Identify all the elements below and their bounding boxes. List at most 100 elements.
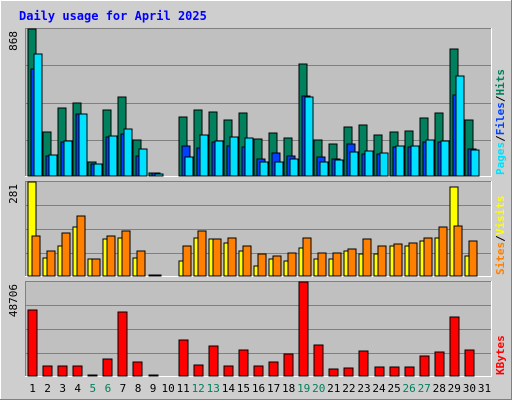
bar-pages-day-24: [379, 152, 389, 177]
bar-kbytes-day-14: [223, 365, 234, 377]
x-tick-label-26: 26: [402, 382, 415, 395]
x-tick-label-17: 17: [267, 382, 280, 395]
bar-sites-day-2: [46, 250, 56, 277]
bar-pages-day-16: [259, 161, 269, 177]
x-tick-label-22: 22: [342, 382, 355, 395]
bar-sites-day-4: [76, 215, 86, 277]
bar-kbytes-day-26: [404, 366, 415, 377]
right-legend-hits-files-pages: Pages/Files/Hits: [494, 69, 507, 175]
x-tick-label-25: 25: [387, 382, 400, 395]
bar-kbytes-day-17: [268, 361, 279, 377]
bar-pages-day-28: [440, 140, 450, 177]
x-tick-label-6: 6: [105, 382, 112, 395]
bar-kbytes-day-28: [434, 351, 445, 377]
bar-pages-day-27: [425, 139, 435, 177]
x-tick-label-16: 16: [252, 382, 265, 395]
bar-sites-day-23: [362, 238, 372, 277]
bar-pages-day-15: [244, 137, 254, 177]
x-tick-label-21: 21: [327, 382, 340, 395]
bar-pages-day-6: [108, 135, 118, 177]
bar-sites-day-11: [182, 245, 192, 277]
bar-pages-day-19: [304, 96, 314, 177]
bar-sites-day-8: [136, 250, 146, 277]
bar-kbytes-day-5: [87, 374, 98, 377]
bar-sites-day-18: [287, 252, 297, 277]
panel-kbytes: 48706 KBytes: [7, 281, 507, 377]
bar-kbytes-day-25: [389, 366, 400, 377]
bar-pages-day-8: [138, 148, 148, 177]
bar-sites-day-20: [317, 252, 327, 277]
y-max-label-hits-files-pages: 868: [7, 31, 20, 51]
bar-pages-day-22: [349, 151, 359, 177]
bar-sites-day-13: [212, 238, 222, 277]
x-tick-label-18: 18: [282, 382, 295, 395]
bar-kbytes-day-18: [283, 353, 294, 377]
x-tick-label-27: 27: [418, 382, 431, 395]
bar-pages-day-3: [63, 140, 73, 177]
bar-kbytes-day-12: [193, 364, 204, 377]
bar-pages-day-21: [334, 159, 344, 177]
x-tick-label-30: 30: [463, 382, 476, 395]
legend-sites: Sites: [494, 242, 507, 275]
bar-kbytes-day-16: [253, 365, 264, 377]
bar-kbytes-day-24: [374, 366, 385, 377]
bar-pages-day-26: [410, 145, 420, 177]
x-tick-label-3: 3: [59, 382, 66, 395]
bar-sites-day-16: [257, 253, 267, 277]
bar-pages-day-5: [93, 163, 103, 177]
bar-kbytes-day-22: [343, 367, 354, 377]
right-legend-visits-sites: Sites/Visits: [494, 196, 507, 276]
x-tick-label-10: 10: [161, 382, 174, 395]
x-tick-label-23: 23: [357, 382, 370, 395]
bar-kbytes-day-20: [313, 344, 324, 377]
bar-kbytes-day-11: [178, 339, 189, 377]
bar-kbytes-day-1: [27, 309, 38, 377]
bar-sites-day-27: [423, 237, 433, 277]
x-tick-label-5: 5: [89, 382, 96, 395]
right-legend-kbytes: KBytes: [494, 335, 507, 375]
y-max-label-kbytes: 48706: [7, 284, 20, 317]
x-tick-label-19: 19: [297, 382, 310, 395]
x-tick-label-13: 13: [207, 382, 220, 395]
x-tick-label-9: 9: [150, 382, 157, 395]
bar-sites-day-28: [438, 226, 448, 277]
bar-pages-day-17: [274, 161, 284, 177]
bar-kbytes-day-9: [148, 374, 159, 377]
bar-kbytes-day-19: [298, 281, 309, 377]
x-tick-label-29: 29: [448, 382, 461, 395]
x-tick-label-28: 28: [433, 382, 446, 395]
bar-pages-day-4: [78, 113, 88, 177]
bar-kbytes-day-6: [102, 358, 113, 377]
x-tick-label-24: 24: [372, 382, 386, 395]
bar-sites-day-1: [31, 235, 41, 277]
bar-sites-day-15: [242, 245, 252, 277]
bar-kbytes-day-30: [464, 349, 475, 377]
bar-pages-day-20: [319, 161, 329, 177]
chart-title: Daily usage for April 2025: [19, 9, 207, 23]
bar-sites-day-24: [377, 245, 387, 277]
bar-pages-day-7: [123, 128, 133, 177]
bar-sites-day-14: [227, 237, 237, 277]
bar-sites-day-7: [121, 230, 131, 277]
bar-sites-day-25: [393, 243, 403, 277]
x-tick-label-14: 14: [222, 382, 236, 395]
bar-pages-day-11: [184, 156, 194, 177]
x-tick-label-8: 8: [135, 382, 142, 395]
bar-kbytes-day-23: [358, 350, 369, 377]
bar-sites-day-5: [91, 258, 101, 277]
bar-sites-day-19: [302, 237, 312, 277]
x-tick-label-31: 31: [478, 382, 491, 395]
bar-pages-day-25: [395, 145, 405, 177]
x-tick-label-12: 12: [192, 382, 205, 395]
bar-kbytes-day-7: [117, 311, 128, 377]
legend-visits: Visits: [494, 196, 507, 236]
x-tick-label-15: 15: [237, 382, 250, 395]
bar-pages-day-29: [455, 75, 465, 177]
x-tick-label-1: 1: [29, 382, 36, 395]
legend-separator: /: [494, 95, 507, 102]
bar-sites-day-29: [453, 225, 463, 277]
bar-pages-day-1: [33, 53, 43, 177]
bar-sites-day-12: [197, 230, 207, 277]
